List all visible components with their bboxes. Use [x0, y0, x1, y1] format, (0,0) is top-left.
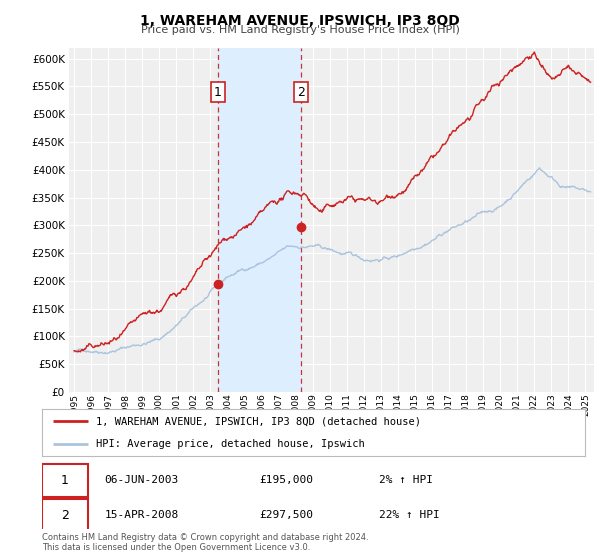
Text: 22% ↑ HPI: 22% ↑ HPI — [379, 510, 439, 520]
Text: Contains HM Land Registry data © Crown copyright and database right 2024.: Contains HM Land Registry data © Crown c… — [42, 533, 368, 542]
Text: 1, WAREHAM AVENUE, IPSWICH, IP3 8QD: 1, WAREHAM AVENUE, IPSWICH, IP3 8QD — [140, 14, 460, 28]
FancyBboxPatch shape — [42, 464, 88, 497]
FancyBboxPatch shape — [42, 499, 88, 531]
Text: £195,000: £195,000 — [259, 475, 313, 485]
Text: HPI: Average price, detached house, Ipswich: HPI: Average price, detached house, Ipsw… — [97, 439, 365, 449]
Text: 1, WAREHAM AVENUE, IPSWICH, IP3 8QD (detached house): 1, WAREHAM AVENUE, IPSWICH, IP3 8QD (det… — [97, 416, 421, 426]
Text: Price paid vs. HM Land Registry's House Price Index (HPI): Price paid vs. HM Land Registry's House … — [140, 25, 460, 35]
Text: 06-JUN-2003: 06-JUN-2003 — [104, 475, 179, 485]
Text: 2: 2 — [61, 508, 69, 522]
Text: 2: 2 — [297, 86, 305, 99]
Bar — [218, 48, 301, 392]
Text: 15-APR-2008: 15-APR-2008 — [104, 510, 179, 520]
Text: 1: 1 — [214, 86, 222, 99]
Text: 2% ↑ HPI: 2% ↑ HPI — [379, 475, 433, 485]
Text: This data is licensed under the Open Government Licence v3.0.: This data is licensed under the Open Gov… — [42, 543, 310, 552]
Text: 1: 1 — [61, 474, 69, 487]
Text: £297,500: £297,500 — [259, 510, 313, 520]
